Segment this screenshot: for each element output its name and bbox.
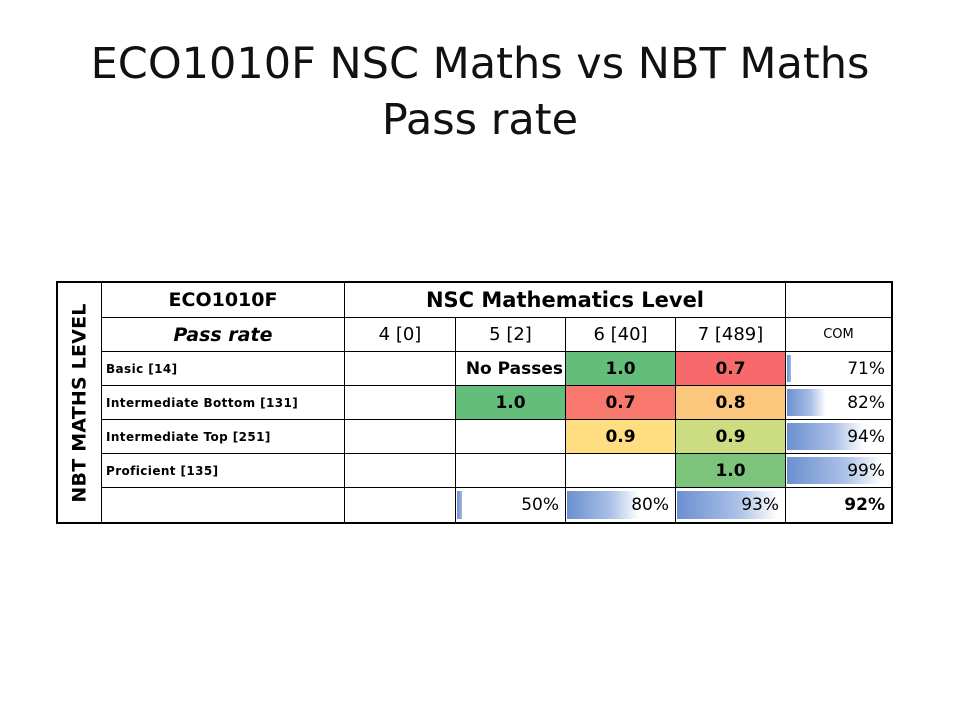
overall-pass-rate: 92%: [844, 495, 885, 515]
nbt-row-label: Proficient [135]: [102, 454, 345, 488]
com-header: COM: [786, 318, 891, 352]
com-pass-rate-cell: 71%: [786, 352, 891, 386]
totals-row-label: [102, 488, 345, 522]
com-pass-rate-cell: 99%: [786, 454, 891, 488]
pass-rate-header: Pass rate: [102, 318, 345, 352]
column-total-cell: 93%: [676, 488, 786, 522]
pass-rate-cell: [456, 420, 566, 454]
nsc-column-header: 4 [0]: [345, 318, 456, 352]
pass-rate-cell: No Passes: [456, 352, 566, 386]
com-data-bar: [787, 389, 826, 416]
pass-rate-cell: 1.0: [676, 454, 786, 488]
pass-rate-cell: 0.9: [676, 420, 786, 454]
nsc-column-header: 7 [489]: [676, 318, 786, 352]
pass-rate-cell: 1.0: [566, 352, 676, 386]
com-pass-rate-cell: 94%: [786, 420, 891, 454]
slide-title: ECO1010F NSC Maths vs NBT Maths Pass rat…: [0, 36, 960, 148]
column-total-cell: 50%: [456, 488, 566, 522]
nbt-row-label: Basic [14]: [102, 352, 345, 386]
column-total-value: 93%: [741, 495, 779, 515]
nsc-column-header: 5 [2]: [456, 318, 566, 352]
course-header: ECO1010F: [102, 283, 345, 318]
pass-rate-cell: 0.8: [676, 386, 786, 420]
slide-title-line1: ECO1010F NSC Maths vs NBT Maths: [90, 39, 870, 89]
pass-rate-cell: [345, 420, 456, 454]
nbt-row-label: Intermediate Bottom [131]: [102, 386, 345, 420]
pass-rate-cell: [345, 454, 456, 488]
slide-title-line2: Pass rate: [381, 95, 579, 145]
com-pass-rate-value: 82%: [847, 392, 885, 413]
column-total-cell: [345, 488, 456, 522]
com-pass-rate-value: 94%: [847, 426, 885, 447]
com-data-bar: [787, 423, 865, 450]
pass-rate-table: NBT MATHS LEVEL ECO1010F NSC Mathematics…: [56, 281, 893, 524]
pass-rate-cell: [345, 386, 456, 420]
nsc-level-header: NSC Mathematics Level: [345, 283, 786, 318]
nbt-side-label: NBT MATHS LEVEL: [68, 302, 91, 503]
com-pass-rate-cell: 82%: [786, 386, 891, 420]
com-data-bar: [787, 457, 882, 484]
nbt-side-header: NBT MATHS LEVEL: [58, 283, 102, 522]
com-data-bar: [787, 355, 791, 382]
pass-rate-cell: [345, 352, 456, 386]
pass-rate-cell: 1.0: [456, 386, 566, 420]
column-total-cell: 80%: [566, 488, 676, 522]
column-total-data-bar: [567, 491, 639, 519]
com-pass-rate-value: 71%: [847, 358, 885, 379]
column-total-data-bar: [677, 491, 778, 519]
column-total-data-bar: [457, 491, 462, 519]
pass-rate-cell: [456, 454, 566, 488]
pass-rate-cell: 0.9: [566, 420, 676, 454]
column-total-value: 80%: [631, 495, 669, 515]
pass-rate-cell: 0.7: [566, 386, 676, 420]
com-header-blank: [786, 283, 891, 318]
pass-rate-cell: 0.7: [676, 352, 786, 386]
com-pass-rate-value: 99%: [847, 460, 885, 481]
nbt-row-label: Intermediate Top [251]: [102, 420, 345, 454]
column-total-value: 50%: [521, 495, 559, 515]
nsc-column-header: 6 [40]: [566, 318, 676, 352]
pass-rate-cell: [566, 454, 676, 488]
